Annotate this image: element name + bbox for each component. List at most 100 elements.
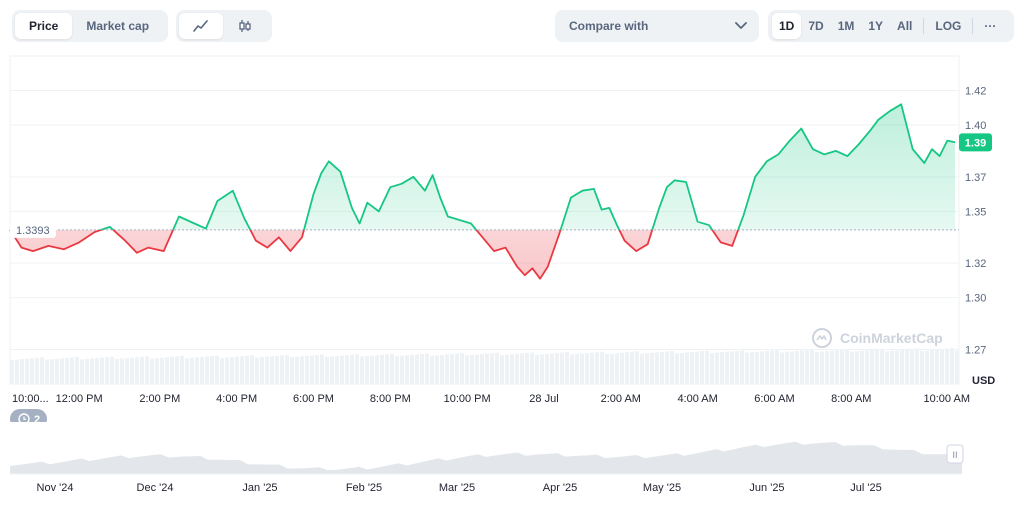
- market-cap-tab[interactable]: Market cap: [86, 19, 150, 33]
- volume-bar: [480, 354, 484, 384]
- volume-bar: [300, 356, 304, 384]
- range-navigator[interactable]: Nov '24 Dec '24 Jan '25 Feb '25 Mar '25 Apr '…: [0, 428, 1024, 507]
- volume-bar: [625, 352, 629, 384]
- volume-bar: [690, 352, 694, 384]
- volume-bar: [390, 353, 394, 384]
- volume-bar: [530, 352, 534, 384]
- volume-bar: [920, 350, 924, 384]
- volume-bar: [455, 353, 459, 384]
- volume-bar: [435, 355, 439, 384]
- navigator-area: [10, 441, 962, 474]
- price-chart[interactable]: 1.3393 1.42 1.40 1.37 1.35 1.32 1.30 1.27 10:0…: [0, 50, 1024, 422]
- volume-bar: [175, 356, 179, 384]
- volume-bar: [855, 351, 859, 384]
- volume-bar: [325, 356, 329, 384]
- y-tick-label: 1.42: [965, 86, 986, 98]
- volume-bar: [310, 355, 314, 384]
- volume-bar: [145, 356, 149, 384]
- volume-bar: [785, 351, 789, 384]
- volume-bar: [185, 358, 189, 384]
- price-line-up: [9, 103, 956, 230]
- volume-bar: [935, 349, 939, 384]
- navigator-handle[interactable]: II: [946, 444, 964, 464]
- x-axis: 10:00... 12:00 PM 2:00 PM 4:00 PM 6:00 PM 8:0…: [12, 393, 970, 405]
- navigator-month-label: Dec '24: [137, 482, 174, 494]
- volume-bar: [405, 355, 409, 384]
- range-1m-button[interactable]: 1M: [837, 19, 855, 33]
- range-1y-button[interactable]: 1Y: [868, 19, 884, 33]
- x-tick-label: 10:00 PM: [444, 393, 491, 405]
- history-count: 2: [34, 414, 40, 422]
- volume-bar: [385, 354, 389, 384]
- volume-bar: [80, 359, 84, 384]
- volume-bar: [955, 350, 959, 384]
- volume-bar: [740, 350, 744, 384]
- volume-bar: [120, 358, 124, 384]
- volume-bar: [605, 354, 609, 384]
- volume-bar: [900, 349, 904, 384]
- volume-bar: [745, 352, 749, 384]
- current-price-tag: 1.39: [959, 133, 992, 152]
- volume-bar: [500, 355, 504, 384]
- x-tick-label: 4:00 PM: [216, 393, 257, 405]
- more-options-button[interactable]: ···: [984, 19, 997, 33]
- volume-bar: [60, 358, 64, 384]
- history-clock-hands: [23, 416, 26, 420]
- line-chart-button[interactable]: [179, 13, 223, 39]
- volume-bar: [780, 352, 784, 384]
- navigator-axis: Nov '24 Dec '24 Jan '25 Feb '25 Mar '25 Apr '…: [37, 482, 882, 494]
- volume-bar: [550, 353, 554, 384]
- volume-bar: [295, 356, 299, 384]
- history-badge[interactable]: 2: [10, 409, 47, 422]
- x-tick-label: 8:00 AM: [831, 393, 871, 405]
- volume-bar: [450, 354, 454, 384]
- volume-bar: [130, 357, 134, 384]
- chevron-down-icon: [735, 22, 747, 29]
- volume-bar: [245, 355, 249, 384]
- volume-bar: [750, 352, 754, 384]
- log-scale-button[interactable]: LOG: [935, 19, 962, 33]
- range-1d-button[interactable]: 1D: [772, 13, 802, 39]
- area-above-baseline: [10, 104, 955, 230]
- volume-bar: [675, 353, 679, 384]
- coinmarketcap-logo-mark: [816, 335, 827, 341]
- volume-bar: [880, 348, 884, 384]
- volume-bar: [575, 353, 579, 384]
- volume-bar: [220, 357, 224, 384]
- volume-bar: [65, 357, 69, 384]
- candlestick-chart-button[interactable]: [223, 13, 267, 39]
- chart-type-toggle: [176, 10, 272, 42]
- volume-bar: [800, 350, 804, 384]
- volume-bar: [795, 350, 799, 384]
- volume-bar: [440, 354, 444, 384]
- x-tick-label: 2:00 AM: [601, 393, 641, 405]
- price-line-down: [9, 229, 740, 280]
- navigator-month-label: Apr '25: [543, 482, 578, 494]
- volume-bar: [210, 356, 214, 384]
- navigator-month-label: Jul '25: [850, 482, 881, 494]
- volume-bar: [445, 354, 449, 384]
- price-tab[interactable]: Price: [15, 13, 73, 39]
- volume-bar: [315, 354, 319, 384]
- volume-bar: [590, 352, 594, 384]
- volume-bar: [475, 354, 479, 384]
- y-tick-label: 1.32: [965, 258, 986, 270]
- volume-bar: [895, 350, 899, 384]
- price-marketcap-toggle: Price Market cap: [12, 10, 168, 42]
- volume-bar: [525, 352, 529, 384]
- volume-bar: [140, 356, 144, 384]
- volume-bar: [330, 356, 334, 384]
- volume-bar: [595, 352, 599, 384]
- volume-bar: [75, 356, 79, 384]
- range-all-button[interactable]: All: [897, 19, 913, 33]
- y-tick-label: 1.40: [965, 120, 986, 132]
- volume-bar: [275, 355, 279, 384]
- volume-bar: [565, 352, 569, 384]
- y-tick-label: 1.37: [965, 172, 986, 184]
- compare-with-dropdown[interactable]: Compare with: [555, 10, 759, 42]
- volume-bar: [115, 358, 119, 384]
- volume-bar: [190, 357, 194, 384]
- range-7d-button[interactable]: 7D: [808, 19, 824, 33]
- volume-bar: [930, 350, 934, 384]
- volume-bar: [375, 355, 379, 384]
